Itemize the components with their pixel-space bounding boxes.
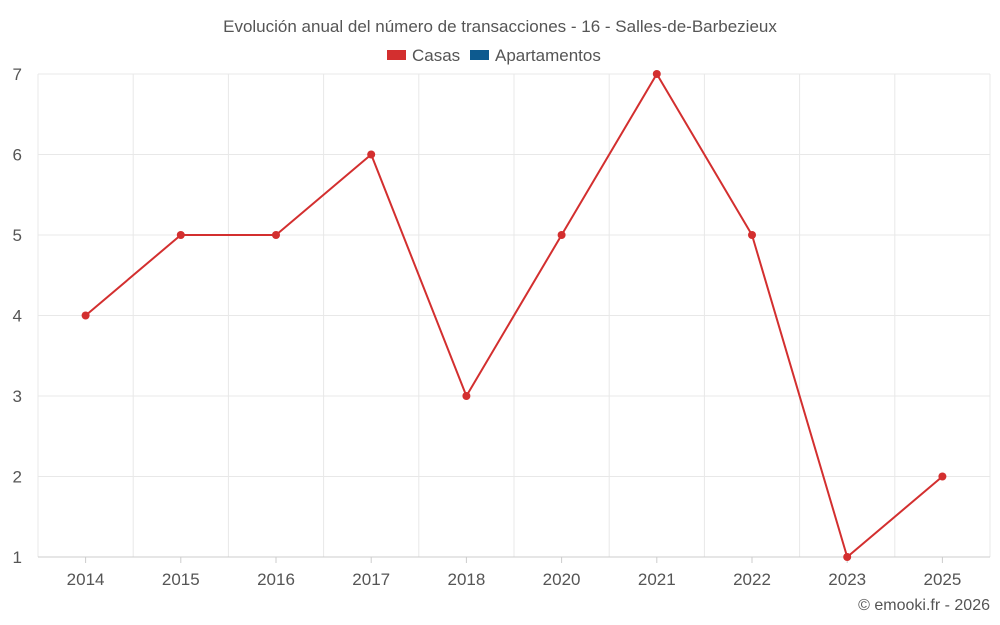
legend: Casas Apartamentos (387, 46, 601, 65)
x-tick-label: 2020 (543, 570, 581, 589)
y-tick-label: 2 (13, 468, 22, 487)
y-tick-label: 1 (13, 548, 22, 567)
legend-swatch-apartamentos (470, 50, 489, 60)
data-point-casas[interactable] (938, 472, 947, 481)
legend-label-apartamentos[interactable]: Apartamentos (495, 46, 601, 65)
x-tick-label: 2018 (447, 570, 485, 589)
data-point-casas[interactable] (652, 70, 661, 78)
chart-title: Evolución anual del número de transaccio… (223, 17, 777, 36)
data-point-casas[interactable] (557, 231, 566, 239)
x-tick-label: 2022 (733, 570, 771, 589)
series-line-casas (84, 73, 944, 558)
data-point-casas[interactable] (462, 392, 471, 400)
x-tick-label: 2021 (638, 570, 676, 589)
legend-label-casas[interactable]: Casas (412, 46, 460, 65)
data-point-casas[interactable] (843, 553, 852, 561)
y-tick-label: 4 (13, 307, 22, 326)
x-tick-label: 2023 (828, 570, 866, 589)
x-tick-label: 2025 (923, 570, 961, 589)
data-point-casas[interactable] (81, 311, 90, 320)
axes: 1 2 3 4 5 6 7 2014 2015 2016 2017 2018 2020 2021 2022 2… (13, 65, 990, 589)
y-tick-label: 7 (13, 65, 22, 84)
data-point-casas[interactable] (272, 231, 280, 239)
x-tick-label: 2016 (257, 570, 295, 589)
x-tick-label: 2017 (352, 570, 390, 589)
y-tick-label: 6 (13, 146, 22, 165)
data-point-casas[interactable] (176, 231, 185, 239)
y-tick-label: 3 (13, 387, 22, 406)
data-point-casas[interactable] (367, 150, 376, 159)
plot-area (81, 70, 947, 561)
data-point-casas[interactable] (748, 231, 756, 239)
legend-swatch-casas (387, 50, 406, 60)
x-tick-label: 2014 (67, 570, 105, 589)
x-tick-label: 2015 (162, 570, 200, 589)
y-tick-label: 5 (13, 226, 22, 245)
credit-text: © emooki.fr - 2026 (858, 597, 990, 614)
